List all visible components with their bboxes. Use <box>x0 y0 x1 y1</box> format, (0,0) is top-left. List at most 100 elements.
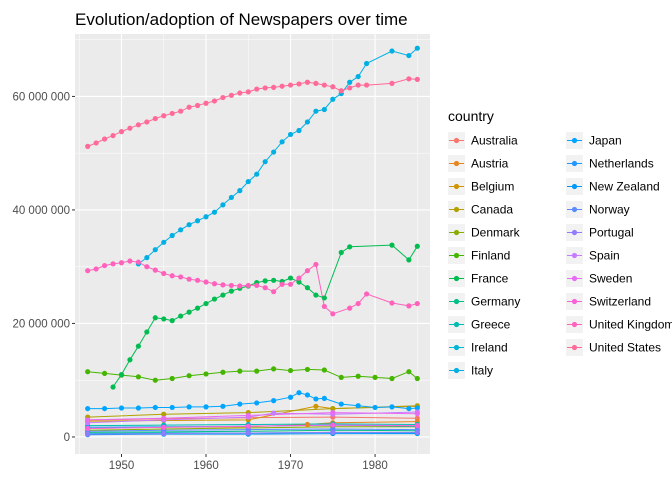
data-point-united-states <box>304 79 311 85</box>
data-point-italy <box>364 60 370 67</box>
data-point-canada <box>161 411 167 417</box>
legend-label: Germany <box>471 295 520 309</box>
legend-key-point <box>571 160 578 167</box>
data-point-united-kingdom <box>161 270 167 277</box>
legend-item-canada: Canada <box>448 201 513 218</box>
data-point-united-states <box>85 143 91 149</box>
data-point-finland <box>254 368 260 374</box>
data-point-united-states <box>313 80 319 86</box>
data-point-switzerland <box>245 423 251 429</box>
data-point-united-states <box>127 125 133 131</box>
data-point-france <box>389 242 395 248</box>
data-point-united-states <box>178 108 184 114</box>
data-point-italy <box>211 209 218 215</box>
legend-item-netherlands: Netherlands <box>566 155 654 172</box>
data-point-united-kingdom <box>186 276 192 282</box>
legend-key-point <box>453 344 460 351</box>
data-point-japan <box>101 405 108 412</box>
data-point-finland <box>321 367 327 373</box>
y-tick-label: 20 000 000 <box>12 318 70 330</box>
data-point-finland <box>287 367 294 374</box>
legend-label: United Kingdom <box>589 318 672 332</box>
data-point-united-kingdom <box>245 282 251 289</box>
x-tick-label: 1960 <box>193 460 219 472</box>
legend: country Australia Austria Belgium Canada Den… <box>448 108 672 379</box>
legend-key-point <box>571 137 578 144</box>
data-point-finland <box>304 366 311 373</box>
data-point-finland <box>372 374 378 380</box>
legend-item-germany: Germany <box>448 293 520 310</box>
data-point-italy <box>220 202 226 208</box>
data-point-japan <box>389 404 395 410</box>
data-point-japan <box>135 405 141 411</box>
data-point-france <box>313 292 319 298</box>
legend-key-point <box>453 275 460 282</box>
data-point-united-kingdom <box>296 275 302 281</box>
data-point-italy <box>237 188 243 194</box>
data-point-sweden <box>414 411 420 417</box>
data-point-finland <box>220 369 226 375</box>
legend-item-finland: Finland <box>448 247 510 264</box>
legend-label: Spain <box>589 249 620 263</box>
x-tick-label: 1980 <box>362 460 388 472</box>
legend-label: Switzerland <box>589 295 651 309</box>
data-point-switzerland <box>161 424 167 430</box>
data-point-canada <box>330 405 336 412</box>
y-tick-label: 60 000 000 <box>12 91 70 103</box>
data-point-sweden <box>85 417 91 423</box>
data-point-united-kingdom <box>304 268 311 274</box>
data-point-united-kingdom <box>364 291 370 297</box>
data-point-united-kingdom <box>347 305 353 311</box>
data-point-finland <box>169 375 175 382</box>
data-point-italy <box>144 255 150 261</box>
data-point-japan <box>406 405 412 412</box>
data-point-sweden <box>330 409 336 416</box>
data-point-united-kingdom <box>110 261 116 267</box>
data-point-united-states <box>287 82 294 88</box>
data-point-italy <box>203 214 209 220</box>
data-point-united-kingdom <box>93 266 99 272</box>
legend-item-new-zealand: New Zealand <box>566 178 660 195</box>
data-point-switzerland <box>414 423 420 429</box>
data-point-austria <box>304 421 311 428</box>
legend-item-australia: Australia <box>448 132 518 149</box>
data-point-united-states <box>118 129 125 135</box>
data-point-france <box>178 313 184 319</box>
data-point-france <box>271 277 277 283</box>
data-point-united-kingdom <box>262 285 268 291</box>
legend-item-switzerland: Switzerland <box>566 293 651 310</box>
data-point-united-states <box>93 140 99 146</box>
legend-key-point <box>571 183 578 190</box>
data-point-italy <box>355 73 361 80</box>
data-point-united-states <box>254 86 260 92</box>
data-point-italy <box>347 79 353 85</box>
legend-title: country <box>448 108 494 124</box>
data-point-france <box>296 279 302 285</box>
data-point-united-states <box>389 80 395 86</box>
data-point-france <box>287 275 294 281</box>
legend-key-point <box>571 229 578 236</box>
legend-key-point <box>571 206 578 213</box>
data-point-italy <box>279 139 285 145</box>
legend-label: France <box>471 272 509 286</box>
legend-item-france: France <box>448 270 509 287</box>
data-point-japan <box>169 404 175 411</box>
legend-label: Japan <box>589 134 622 148</box>
legend-key-point <box>453 298 460 305</box>
data-point-united-kingdom <box>254 282 260 289</box>
legend-item-italy: Italy <box>448 362 493 379</box>
legend-item-ireland: Ireland <box>448 339 508 356</box>
data-point-finland <box>203 371 209 377</box>
data-point-france <box>406 257 412 263</box>
data-point-france <box>152 315 158 321</box>
data-point-japan <box>313 396 319 402</box>
data-point-united-kingdom <box>178 274 184 280</box>
legend-key-point <box>453 252 460 259</box>
data-point-finland <box>85 369 91 375</box>
data-point-italy <box>313 108 319 114</box>
data-point-united-kingdom <box>355 300 361 307</box>
data-point-france <box>135 343 141 349</box>
data-point-united-states <box>211 98 218 104</box>
data-point-japan <box>152 404 158 411</box>
